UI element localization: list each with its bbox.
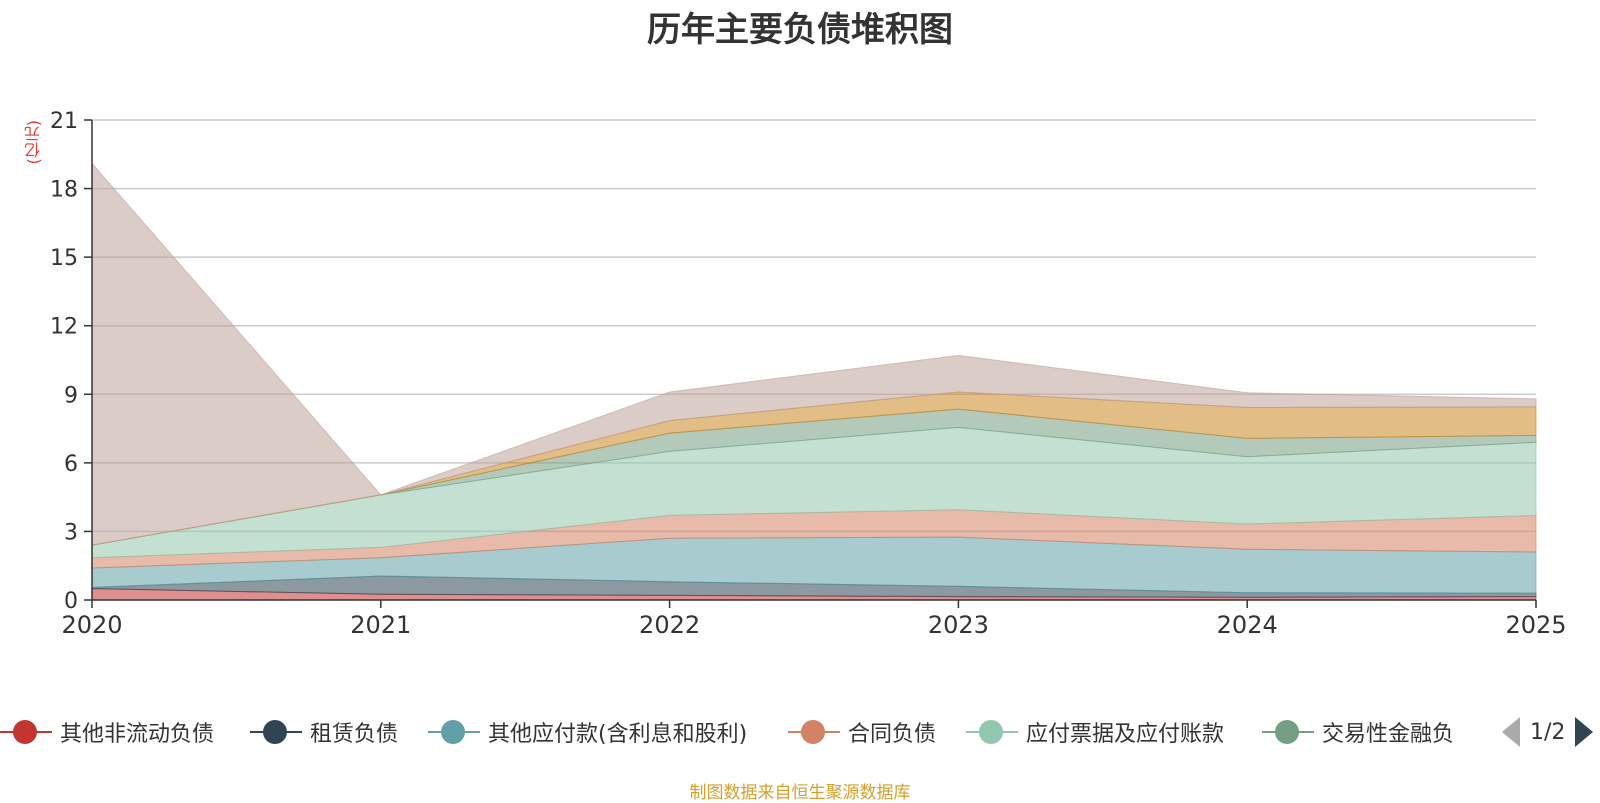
- y-tick-label: 15: [50, 246, 78, 271]
- legend-marker-icon: [0, 717, 52, 747]
- chart-title: 历年主要负债堆积图: [647, 10, 953, 50]
- legend-item-notes-accounts-payable[interactable]: 应付票据及应付账款: [966, 712, 1224, 752]
- legend-label: 合同负债: [848, 722, 937, 747]
- legend-item-other-noncurrent-liabilities[interactable]: 其他非流动负债: [0, 712, 214, 752]
- x-tick-label: 2023: [928, 611, 989, 639]
- legend-label: 交易性金融负: [1322, 722, 1455, 747]
- y-tick-label: 21: [50, 109, 78, 134]
- legend: 其他非流动负债 租赁负债 其他应付款(含利息和股利) 合同负债 应付票据及应付账…: [0, 712, 1600, 752]
- legend-label: 应付票据及应付账款: [1026, 722, 1225, 747]
- legend-item-contract-liabilities[interactable]: 合同负债: [788, 712, 936, 752]
- x-tick-label: 2020: [61, 611, 122, 639]
- legend-marker-icon: [1262, 717, 1314, 747]
- legend-marker-icon: [250, 717, 302, 747]
- legend-item-trading-financial-liabilities[interactable]: 交易性金融负: [1262, 712, 1498, 752]
- y-tick-label: 6: [64, 452, 78, 477]
- y-tick-label: 0: [64, 589, 78, 614]
- x-tick-label: 2022: [639, 611, 700, 639]
- legend-marker-icon: [428, 717, 480, 747]
- y-tick-label: 3: [64, 520, 78, 545]
- legend-item-lease-liabilities[interactable]: 租赁负债: [250, 712, 398, 752]
- area-series-其他负债[interactable]: [91, 162, 1537, 546]
- legend-marker-icon: [966, 717, 1018, 747]
- legend-label: 其他非流动负债: [60, 722, 215, 747]
- x-tick-label: 2021: [350, 611, 411, 639]
- y-tick-label: 18: [50, 178, 78, 203]
- axes: 0 3 6 9 12 15 18 21 2020 2021 2022 2023 2024 2025: [50, 109, 1567, 639]
- y-tick-label: 12: [50, 315, 78, 340]
- pager-next-icon[interactable]: [1575, 717, 1594, 747]
- legend-marker-icon: [788, 717, 840, 747]
- legend-item-other-payables[interactable]: 其他应付款(含利息和股利): [428, 712, 747, 752]
- pager-prev-icon[interactable]: [1502, 717, 1520, 747]
- x-tick-label: 2024: [1217, 611, 1278, 639]
- legend-label: 租赁负债: [310, 722, 399, 747]
- y-tick-label: 9: [64, 383, 78, 408]
- x-tick-label: 2025: [1505, 611, 1566, 639]
- pager-page-indicator: 1/2: [1530, 719, 1566, 745]
- legend-label: 其他应付款(含利息和股利): [488, 722, 748, 747]
- area-series: [91, 162, 1537, 601]
- data-source-note: 制图数据来自恒生聚源数据库: [689, 783, 911, 803]
- legend-pager: 1/2: [1494, 712, 1600, 752]
